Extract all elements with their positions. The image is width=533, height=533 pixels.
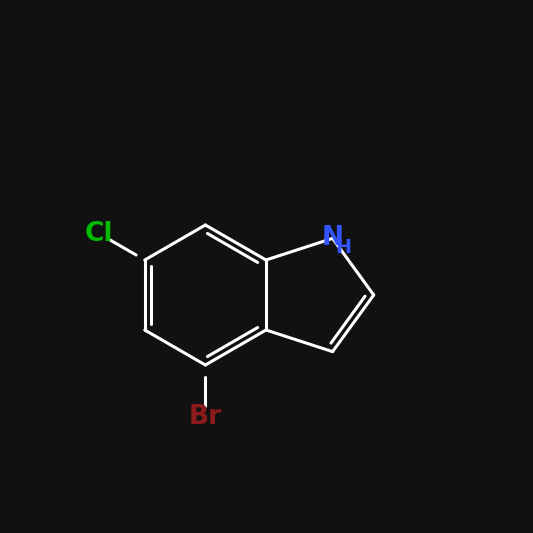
- Text: H: H: [335, 238, 351, 257]
- Text: Cl: Cl: [85, 221, 114, 247]
- Text: N: N: [321, 225, 344, 252]
- Text: Br: Br: [189, 405, 222, 431]
